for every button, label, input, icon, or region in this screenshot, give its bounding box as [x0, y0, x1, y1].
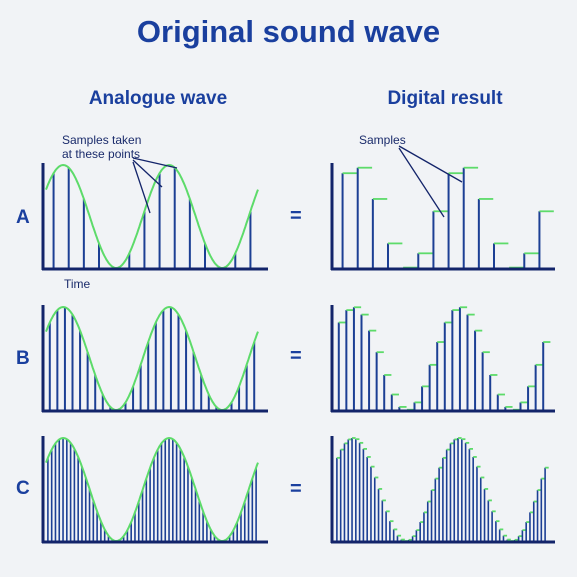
- callout-line: [132, 161, 151, 214]
- samples-taken-line-1: Samples taken: [62, 133, 142, 147]
- analogue-wave-heading: Analogue wave: [88, 88, 228, 109]
- row-label-b: B: [16, 348, 30, 369]
- callout-line: [398, 145, 463, 183]
- digital-result-heading: Digital result: [387, 88, 503, 109]
- page-title: Original sound wave: [136, 14, 441, 49]
- callout-line: [132, 157, 178, 169]
- samples-taken-line-2: at these points: [62, 147, 141, 161]
- row-a-analogue-wave: [45, 163, 259, 270]
- samples-taken-annotation: Samples taken at these points: [62, 133, 141, 161]
- row-label-c: C: [16, 478, 30, 499]
- callout-lines: [132, 145, 463, 218]
- samples-annotation: Samples: [359, 133, 406, 147]
- row-b-analogue-wave: [45, 305, 259, 412]
- equals-sign-a: =: [290, 205, 302, 227]
- callout-line: [132, 159, 163, 188]
- time-axis-label: Time: [64, 277, 91, 291]
- panels-group: [41, 163, 555, 544]
- equals-sign-b: =: [290, 345, 302, 367]
- row-label-a: A: [16, 207, 30, 228]
- equals-sign-c: =: [290, 478, 302, 500]
- callout-line: [398, 147, 445, 218]
